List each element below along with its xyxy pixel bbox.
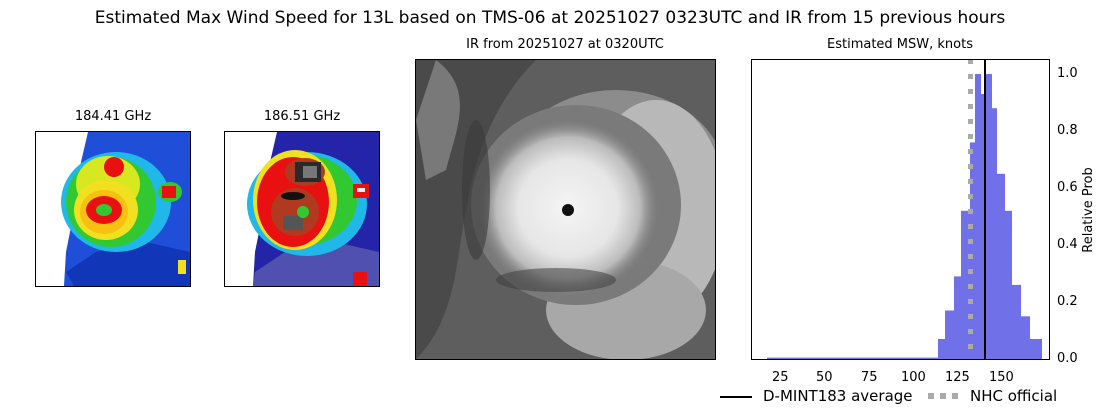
legend-label-average: D-MINT183 average — [763, 387, 913, 405]
xtick-150: 150 — [989, 370, 1014, 385]
hist-title: Estimated MSW, knots — [827, 37, 973, 52]
xtick-50: 50 — [816, 370, 833, 385]
ytick-0: 0.0 — [1057, 351, 1078, 366]
mw-184-title: 184.41 GHz — [74, 109, 152, 124]
y-axis-label: Relative Prob — [1081, 167, 1096, 253]
ytick-1.0: 1.0 — [1057, 66, 1078, 81]
ir-satellite-image — [415, 59, 716, 360]
ytick-0.4: 0.4 — [1057, 237, 1078, 252]
legend-label-nhc: NHC official — [970, 387, 1058, 405]
xtick-25: 25 — [772, 370, 789, 385]
ir-title: IR from 20251027 at 0320UTC — [466, 37, 664, 52]
xtick-75: 75 — [861, 370, 878, 385]
ytick-0.2: 0.2 — [1057, 294, 1078, 309]
xtick-100: 100 — [901, 370, 926, 385]
mw-184-image — [35, 131, 191, 287]
histogram-bars — [767, 74, 1042, 359]
ytick-0.8: 0.8 — [1057, 123, 1078, 138]
ytick-0.6: 0.6 — [1057, 180, 1078, 195]
figure-title: Estimated Max Wind Speed for 13L based o… — [94, 8, 1006, 28]
histogram-plot — [747, 59, 1053, 363]
msw-histogram — [747, 59, 1053, 363]
legend-dotted-line-icon — [928, 393, 960, 399]
mw-186-image — [224, 131, 380, 287]
mw-186-title: 186.51 GHz — [263, 109, 341, 124]
xtick-125: 125 — [945, 370, 970, 385]
legend: D-MINT183 average NHC official — [720, 387, 1100, 407]
legend-solid-line-icon — [720, 396, 752, 398]
